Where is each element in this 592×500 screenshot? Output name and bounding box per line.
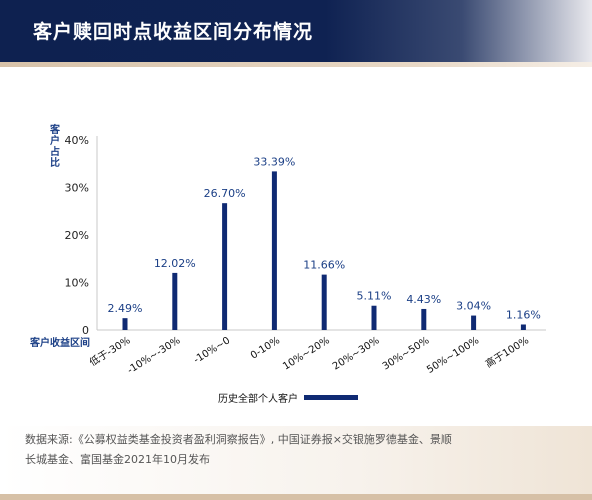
category-label: 20%~30% bbox=[331, 335, 382, 372]
category-label: 0-10% bbox=[249, 335, 282, 361]
data-label: 11.66% bbox=[303, 259, 345, 272]
bar bbox=[122, 318, 128, 330]
y-tick-label: 0 bbox=[82, 324, 89, 337]
bar bbox=[321, 274, 327, 330]
y-axis-title-char: 占 bbox=[50, 145, 60, 158]
chart-title: 客户赎回时点收益区间分布情况 bbox=[33, 21, 314, 43]
data-label: 2.49% bbox=[108, 302, 143, 315]
category-label: -10%~-30% bbox=[126, 335, 183, 376]
data-label: 26.70% bbox=[204, 187, 246, 200]
y-tick-label: 10% bbox=[65, 277, 89, 290]
y-tick-label: 20% bbox=[65, 229, 89, 242]
category-label: -10%~0 bbox=[192, 335, 232, 366]
category-label: 30%~50% bbox=[381, 335, 432, 372]
legend-swatch bbox=[304, 395, 358, 400]
title-banner: 客户赎回时点收益区间分布情况 bbox=[0, 0, 592, 62]
data-label: 12.02% bbox=[154, 257, 196, 270]
y-axis-title-char: 比 bbox=[50, 156, 60, 169]
data-label: 3.04% bbox=[456, 300, 491, 313]
bar bbox=[471, 315, 477, 330]
source-note-line-2: 长城基金、富国基金2021年10月发布 bbox=[25, 453, 210, 466]
y-axis-title-char: 客 bbox=[49, 123, 61, 136]
bar bbox=[520, 324, 526, 330]
bar bbox=[271, 171, 277, 330]
y-axis-title-char: 户 bbox=[49, 134, 60, 147]
source-note: 数据来源:《公募权益类基金投资者盈利洞察报告》, 中国证券报×交银施罗德基金、景… bbox=[25, 430, 577, 470]
category-label: 10%~20% bbox=[281, 335, 332, 372]
bar bbox=[421, 308, 427, 330]
footer-bottom-bar bbox=[0, 494, 592, 500]
y-tick-label: 30% bbox=[65, 182, 89, 195]
y-tick-label: 40% bbox=[65, 134, 89, 147]
data-label: 4.43% bbox=[406, 293, 441, 306]
category-label: 低于-30% bbox=[87, 334, 133, 369]
bar bbox=[172, 272, 178, 330]
data-label: 5.11% bbox=[357, 290, 392, 303]
footer-background bbox=[0, 426, 592, 500]
data-label: 1.16% bbox=[506, 308, 541, 321]
title-accent-strip bbox=[0, 62, 592, 67]
bar bbox=[371, 305, 377, 330]
category-label: 50%~100% bbox=[425, 335, 481, 376]
legend: 历史全部个人客户 bbox=[218, 390, 358, 405]
legend-label: 历史全部个人客户 bbox=[218, 394, 298, 405]
category-label: 高于100% bbox=[483, 334, 531, 371]
source-note-line-1: 数据来源:《公募权益类基金投资者盈利洞察报告》, 中国证券报×交银施罗德基金、景… bbox=[25, 433, 452, 446]
data-label: 33.39% bbox=[253, 155, 295, 168]
x-axis-title: 客户收益区间 bbox=[29, 336, 90, 349]
bar bbox=[222, 203, 228, 330]
